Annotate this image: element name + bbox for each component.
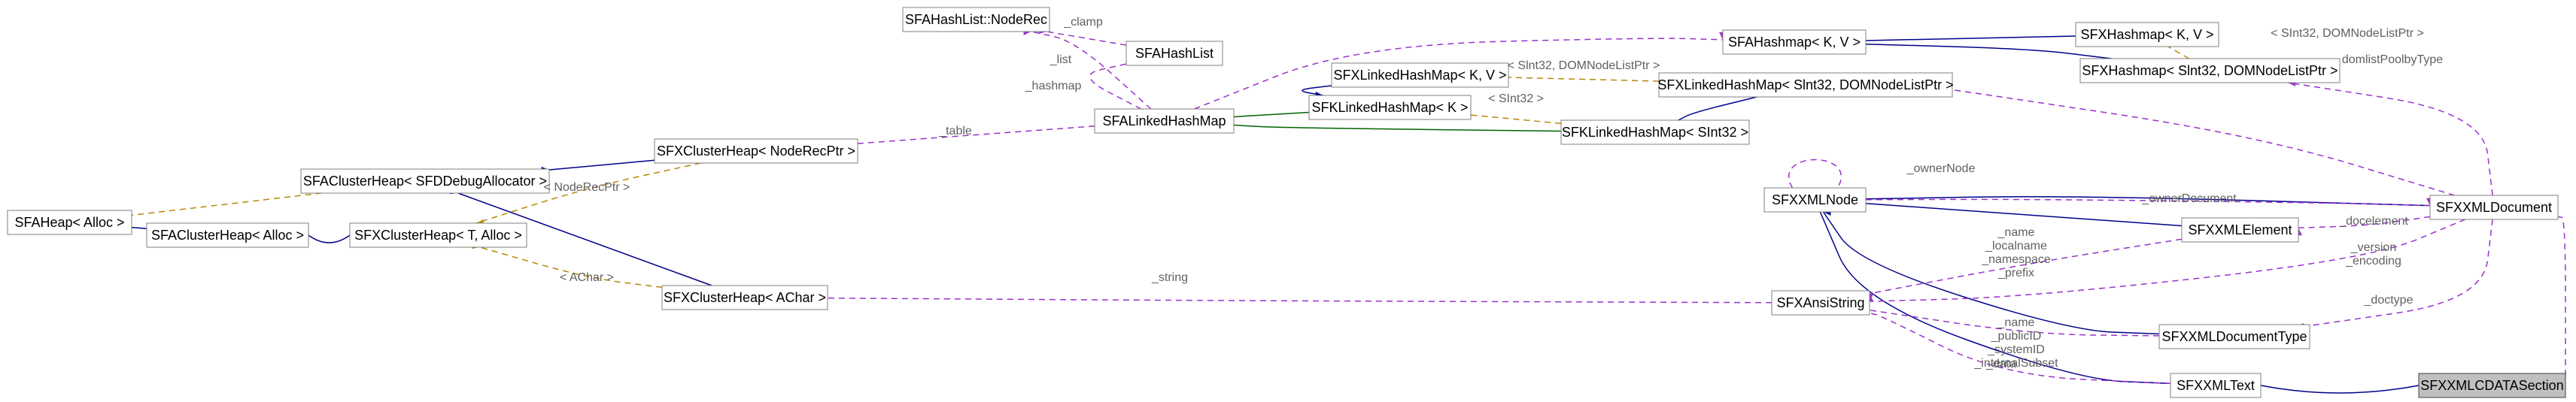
edge-label-SInt32DOM2: < SInt32, DOMNodeListPtr > [2271,27,2424,40]
node-SFKLinkedHashMapSInt32[interactable]: SFKLinkedHashMap< SInt32 > [1561,120,1749,144]
node-SFXHashmapSInt32[interactable]: SFXHashmap< Slnt32, DOMNodeListPtr > [2080,59,2340,83]
edge-SFXXMLCDATA-SFXXMLDocument [2558,217,2565,376]
node-SFALinkedHashMap[interactable]: SFALinkedHashMap [1095,109,1234,133]
edge-label-domlistPoolbyType: domlistPoolbyType [2342,53,2443,66]
diagram-canvas: SFAHeap< Alloc > SFAClusterHeap< SFDDebug… [0,0,2576,402]
node-label: SFAHashList::NodeRec [905,12,1047,27]
node-label: SFXHashmap< K, V > [2080,27,2213,42]
node-label: SFXClusterHeap< NodeRecPtr > [657,144,855,159]
node-label: SFAClusterHeap< SFDDebugAllocator > [303,174,547,189]
edge-label-list: _list [1050,53,1072,66]
edge-SFXLinkedHashMapSInt32-SFKLinkedHashMapSInt32 [1678,97,1757,120]
node-SFXHashmapKV[interactable]: SFXHashmap< K, V > [2076,23,2219,47]
node-SFXLinkedHashMapSInt32[interactable]: SFXLinkedHashMap< Slnt32, DOMNodeListPtr… [1657,73,1953,97]
edge-SFXXMLDocument-SFXLinkedHashMapSInt32 [1952,90,2455,195]
edge-SFKLinkedHashMapSInt32-SFKLinkedHashMapK [1471,115,1561,123]
node-label: SFXXMLNode [1772,192,1858,207]
node-SFXClusterHeapNodeRec[interactable]: SFXClusterHeap< NodeRecPtr > [655,139,858,163]
edge-label-hashmap: _hashmap [1025,80,1082,92]
node-label: SFAClusterHeap< Alloc > [151,228,304,243]
edge-label-data: _data [1985,358,2016,370]
edge-label-docelement: _docelement [2338,215,2408,228]
edge-SFXXMLElement-SFXXMLNode [1866,204,2182,226]
node-SFXXMLElement[interactable]: SFXXMLElement [2182,218,2298,242]
node-label: SFXAnsiString [1776,295,1864,310]
edge-label-string: _string [1151,271,1188,284]
node-label: SFXXMLText [2177,378,2255,393]
node-SFXXMLCDATA[interactable]: SFXXMLCDATASection [2419,373,2565,397]
node-label: SFALinkedHashMap [1102,113,1226,128]
edge-label-ownerNode: _ownerNode [1906,162,1976,175]
node-SFAHashmapKV[interactable]: SFAHashmap< K, V > [1723,30,1866,54]
edge-SFXAnsiString-SFXClusterHeapAChar [828,298,1772,303]
edge-SFAClusterHeapAlloc-SFAHeap [132,228,147,229]
node-SFAClusterHeapAlloc[interactable]: SFAClusterHeap< Alloc > [147,223,308,247]
edge-label-SInt32DOM: < Slnt32, DOMNodeListPtr > [1508,59,1660,72]
edge-label-table: _table [938,125,972,138]
node-SFAHashListNodeRec[interactable]: SFAHashList::NodeRec [903,8,1050,32]
node-label: SFXClusterHeap< AChar > [664,290,826,305]
edge-SFXXMLCDATA-SFXXMLText [2261,385,2419,393]
node-SFAHeap[interactable]: SFAHeap< Alloc > [8,210,132,234]
edge-SFALinkedHashMap-SFAHashList [1090,64,1141,109]
edge-label-doctype: _doctype [2364,294,2413,307]
node-SFXClusterHeapAChar[interactable]: SFXClusterHeap< AChar > [662,286,828,310]
node-SFXAnsiString[interactable]: SFXAnsiString [1772,291,1870,315]
node-label: SFXHashmap< Slnt32, DOMNodeListPtr > [2082,63,2338,78]
node-label: SFXClusterHeap< T, Alloc > [354,228,522,243]
edge-label-namesblock: _name_localname_namespace_prefix [1981,226,2051,280]
edge-SFXXMLDocument-SFXXMLDocumentType [2310,219,2492,325]
node-SFXLinkedHashMapKV[interactable]: SFXLinkedHashMap< K, V > [1332,63,1508,87]
edge-SFXXMLDocumentType-SFXXMLNode [1823,212,2159,334]
edge-SFKLinkedHashMapK-SFALinkedHashMap [1234,112,1309,116]
edge-SFXXMLDocument-SFXHashmapSInt32 [2288,83,2492,195]
edge-SFXHashmapSInt32-SFAHashmapKV [1866,44,2111,59]
node-label: SFAHashmap< K, V > [1728,35,1861,50]
edge-SFKLinkedHashMapSInt32-SFALinkedHashMap [1234,125,1561,131]
edge-SFXHashmapSInt32-SFXHashmapKV [2168,47,2189,59]
node-SFXXMLDocumentType[interactable]: SFXXMLDocumentType [2159,325,2310,349]
node-label: SFXXMLElement [2188,222,2292,237]
edge-label-AChar: < AChar > [560,271,614,284]
edge-SFXXMLNode-SFXXMLNode [1789,160,1842,189]
node-SFXClusterHeapT[interactable]: SFXClusterHeap< T, Alloc > [350,223,527,247]
node-label: SFKLinkedHashMap< K > [1311,100,1468,115]
node-label: SFXLinkedHashMap< Slnt32, DOMNodeListPtr… [1657,77,1953,92]
edge-label-NodeRecPtr: < NodeRecPtr > [544,181,630,194]
node-label: SFAHeap< Alloc > [14,215,124,230]
edge-label-ownerDocument: _ownerDocument [2141,192,2237,205]
edge-SFXHashmapKV-SFAHashmapKV [1866,36,2076,41]
edge-SFALinkedHashMap-SFXClusterHeapNodeRec [858,126,1095,144]
edge-label-SInt32a: < SInt32 > [1488,92,1544,105]
edge-SFXLinkedHashMapSInt32-SFXLinkedHashMapKV [1508,77,1659,81]
node-SFAHashList[interactable]: SFAHashList [1126,41,1223,65]
edge-label-clamp: _clamp [1063,16,1103,29]
edge-label-version: _version_encoding [2345,241,2401,267]
node-label: SFXXMLCDATASection [2420,378,2563,393]
node-label: SFXXMLDocument [2436,200,2552,215]
node-SFXXMLDocument[interactable]: SFXXMLDocument [2430,195,2558,219]
node-SFXXMLNode[interactable]: SFXXMLNode [1764,188,1866,212]
edge-SFXClusterHeapT-SFAClusterHeapAlloc [308,235,350,243]
edge-SFAClusterHeapDbg-SFAHeap [132,193,322,215]
node-label: SFXLinkedHashMap< K, V > [1333,68,1506,83]
node-label: SFAHashList [1135,46,1214,61]
node-label: SFKLinkedHashMap< SInt32 > [1562,125,1748,140]
node-SFKLinkedHashMapK[interactable]: SFKLinkedHashMap< K > [1309,95,1471,119]
node-label: SFXXMLDocumentType [2161,329,2307,344]
node-SFAClusterHeapDbg[interactable]: SFAClusterHeap< SFDDebugAllocator > [301,169,549,193]
edge-SFXClusterHeapNodeRec-SFAClusterHeapDbg [549,160,655,170]
node-SFXXMLText[interactable]: SFXXMLText [2170,373,2261,397]
edge-SFXLinkedHashMapKV-SFKLinkedHashMapK [1302,86,1332,95]
